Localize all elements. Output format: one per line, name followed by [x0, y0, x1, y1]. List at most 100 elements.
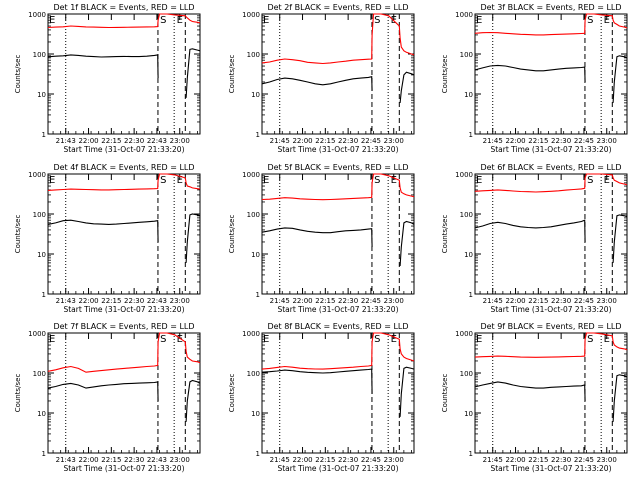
- y-tick-label: 1000: [28, 171, 46, 179]
- event-marker-e: E: [177, 175, 183, 186]
- x-tick-label: 22:00: [505, 137, 525, 145]
- x-tick-label: 22:45: [574, 456, 594, 464]
- y-tick-label: 1000: [242, 330, 260, 338]
- event-marker-e: E: [476, 15, 482, 26]
- event-marker-s: S: [160, 175, 166, 186]
- event-marker-s: S: [587, 15, 593, 26]
- x-tick-label: 22:30: [124, 456, 144, 464]
- x-tick-label: 21:43: [56, 137, 76, 145]
- y-tick-label: 100: [247, 51, 260, 59]
- y-tick-label: 100: [33, 370, 46, 378]
- x-tick-label: 23:00: [170, 137, 190, 145]
- y-axis-label: Counts/sec: [228, 215, 236, 254]
- plot-frame: [474, 332, 628, 454]
- plot-frame: [474, 13, 628, 135]
- chart-title: Det 2f BLACK = Events, RED = LLD: [267, 3, 408, 12]
- chart-panel: Det 7f BLACK = Events, RED = LLD 1 10 100 10…: [14, 322, 201, 473]
- x-axis-label: Start Time (31-Oct-07 21:33:20): [277, 464, 398, 473]
- y-axis-label: Counts/sec: [228, 55, 236, 94]
- y-axis-label: Counts/sec: [14, 215, 22, 254]
- y-axis-label: Counts/sec: [14, 55, 22, 94]
- x-tick-label: 22:30: [338, 137, 358, 145]
- x-tick-label: 22:30: [338, 456, 358, 464]
- x-tick-label: 21:45: [483, 137, 503, 145]
- x-tick-label: 22:43: [147, 456, 167, 464]
- y-tick-label: 10: [251, 251, 260, 259]
- x-tick-label: 22:00: [78, 137, 98, 145]
- event-marker-e: E: [391, 334, 397, 345]
- event-marker-e: E: [476, 175, 482, 186]
- black-events-series-line: [47, 213, 201, 263]
- y-tick-label: 10: [251, 410, 260, 418]
- x-tick-label: 21:45: [483, 456, 503, 464]
- red-lld-series-line: [474, 332, 628, 358]
- x-tick-label: 22:45: [361, 137, 381, 145]
- chart-panel: Det 4f BLACK = Events, RED = LLD 1 10 100 10…: [14, 163, 201, 314]
- chart-panel: Det 9f BLACK = Events, RED = LLD 1 10 100 10…: [441, 322, 628, 473]
- y-axis-label: Counts/sec: [441, 374, 449, 413]
- y-tick-label: 100: [247, 211, 260, 219]
- event-marker-s: S: [587, 175, 593, 186]
- x-axis-label: Start Time (31-Oct-07 21:33:20): [490, 145, 611, 154]
- x-tick-label: 23:00: [384, 456, 404, 464]
- black-events-series-line: [261, 71, 415, 103]
- y-tick-label: 1000: [242, 171, 260, 179]
- event-marker-s: S: [374, 15, 380, 26]
- y-axis-label: Counts/sec: [441, 215, 449, 254]
- x-tick-label: 22:30: [124, 297, 144, 305]
- y-axis-label: Counts/sec: [14, 374, 22, 413]
- y-tick-label: 100: [247, 370, 260, 378]
- event-marker-e: E: [263, 15, 269, 26]
- plot-frame: [47, 13, 201, 135]
- red-lld-series-line: [261, 332, 415, 370]
- event-marker-s: S: [160, 15, 166, 26]
- plot-frame: [474, 173, 628, 295]
- chart-title: Det 8f BLACK = Events, RED = LLD: [267, 322, 408, 331]
- chart-title: Det 4f BLACK = Events, RED = LLD: [53, 163, 194, 172]
- x-tick-label: 22:30: [551, 456, 571, 464]
- plot-frame: [261, 332, 415, 454]
- event-marker-e: E: [263, 175, 269, 186]
- event-marker-e: E: [49, 175, 55, 186]
- chart-title: Det 7f BLACK = Events, RED = LLD: [53, 322, 194, 331]
- y-tick-label: 1000: [455, 330, 473, 338]
- event-marker-e: E: [177, 334, 183, 345]
- black-events-series-line: [261, 366, 415, 417]
- x-tick-label: 22:45: [361, 297, 381, 305]
- y-tick-label: 1000: [28, 11, 46, 19]
- x-tick-label: 22:45: [574, 297, 594, 305]
- y-tick-label: 1: [256, 450, 260, 458]
- x-tick-label: 23:00: [170, 297, 190, 305]
- event-marker-e: E: [391, 175, 397, 186]
- y-tick-label: 1000: [455, 171, 473, 179]
- x-tick-label: 22:15: [315, 297, 335, 305]
- y-tick-label: 10: [37, 91, 46, 99]
- event-marker-e: E: [177, 15, 183, 26]
- y-tick-label: 10: [37, 410, 46, 418]
- y-tick-label: 1: [42, 450, 46, 458]
- x-tick-label: 21:45: [483, 297, 503, 305]
- x-tick-label: 22:15: [528, 456, 548, 464]
- x-tick-label: 22:45: [361, 456, 381, 464]
- y-tick-label: 10: [251, 91, 260, 99]
- chart-title: Det 5f BLACK = Events, RED = LLD: [267, 163, 408, 172]
- x-tick-label: 22:30: [338, 297, 358, 305]
- x-tick-label: 21:45: [270, 137, 290, 145]
- chart-panel: Det 5f BLACK = Events, RED = LLD 1 10 100 10…: [228, 163, 415, 314]
- x-axis-label: Start Time (31-Oct-07 21:33:20): [63, 464, 184, 473]
- event-marker-e: E: [476, 334, 482, 345]
- event-marker-s: S: [160, 334, 166, 345]
- x-axis-label: Start Time (31-Oct-07 21:33:20): [277, 305, 398, 314]
- y-tick-label: 10: [464, 91, 473, 99]
- x-tick-label: 21:43: [56, 456, 76, 464]
- black-events-series-line: [474, 374, 628, 422]
- red-lld-series-line: [47, 332, 201, 373]
- y-tick-label: 1: [256, 291, 260, 299]
- x-tick-label: 23:00: [597, 297, 617, 305]
- x-tick-label: 22:00: [505, 456, 525, 464]
- y-tick-label: 1: [469, 450, 473, 458]
- y-tick-label: 10: [464, 410, 473, 418]
- event-marker-e: E: [604, 334, 610, 345]
- plot-frame: [261, 13, 415, 135]
